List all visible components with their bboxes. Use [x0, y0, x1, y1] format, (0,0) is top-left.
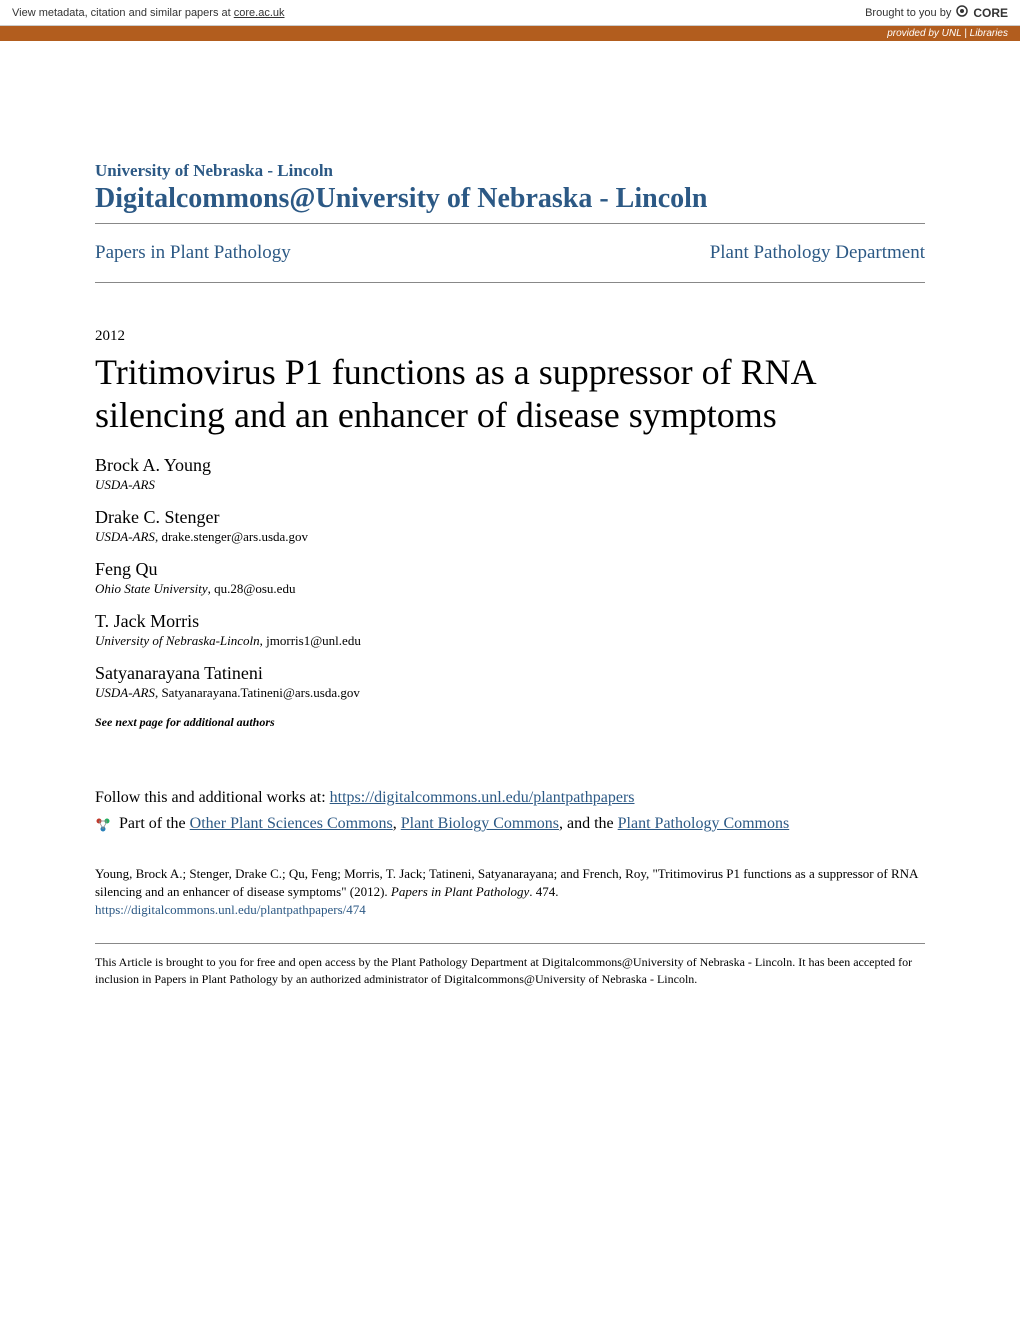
author-email: , qu.28@osu.edu — [208, 581, 296, 596]
core-icon — [955, 4, 969, 21]
divider-nav — [95, 282, 925, 283]
author-email: , jmorris1@unl.edu — [260, 633, 361, 648]
author-block: Satyanarayana Tatineni USDA-ARS, Satyana… — [95, 663, 925, 701]
follow-line: Follow this and additional works at: htt… — [95, 785, 925, 811]
institution-name: University of Nebraska - Lincoln — [95, 161, 925, 181]
citation-journal: Papers in Plant Pathology — [391, 884, 529, 899]
part-of-label: Part of the — [119, 815, 190, 832]
network-icon — [95, 816, 111, 832]
affil-text: USDA-ARS — [95, 685, 155, 700]
follow-url-link[interactable]: https://digitalcommons.unl.edu/plantpath… — [330, 789, 635, 806]
metadata-label: View metadata, citation and similar pape… — [12, 7, 234, 19]
affil-text: Ohio State University — [95, 581, 208, 596]
core-brand-area: Brought to you by CORE — [865, 4, 1008, 21]
author-affiliation: USDA-ARS, Satyanarayana.Tatineni@ars.usd… — [95, 685, 925, 701]
see-next-page: See next page for additional authors — [95, 715, 925, 730]
paper-title: Tritimovirus P1 functions as a suppresso… — [95, 351, 925, 437]
author-block: T. Jack Morris University of Nebraska-Li… — [95, 611, 925, 649]
author-name: Drake C. Stenger — [95, 507, 925, 528]
author-affiliation: Ohio State University, qu.28@osu.edu — [95, 581, 925, 597]
author-name: Feng Qu — [95, 559, 925, 580]
core-link[interactable]: core.ac.uk — [234, 7, 285, 19]
commons-link-3[interactable]: Plant Pathology Commons — [618, 815, 790, 832]
core-logo-text: CORE — [973, 6, 1008, 20]
affil-text: University of Nebraska-Lincoln — [95, 633, 260, 648]
core-banner: View metadata, citation and similar pape… — [0, 0, 1020, 26]
nav-collection-link[interactable]: Papers in Plant Pathology — [95, 242, 291, 264]
provided-by-bar: provided by UNL | Libraries — [0, 26, 1020, 41]
author-name: T. Jack Morris — [95, 611, 925, 632]
author-block: Drake C. Stenger USDA-ARS, drake.stenger… — [95, 507, 925, 545]
author-affiliation: USDA-ARS, drake.stenger@ars.usda.gov — [95, 529, 925, 545]
citation-block: Young, Brock A.; Stenger, Drake C.; Qu, … — [95, 865, 925, 920]
affil-text: USDA-ARS — [95, 529, 155, 544]
author-block: Brock A. Young USDA-ARS — [95, 455, 925, 493]
author-email: , Satyanarayana.Tatineni@ars.usda.gov — [155, 685, 360, 700]
footer-divider — [95, 943, 925, 944]
author-affiliation: USDA-ARS — [95, 477, 925, 493]
footer-text: This Article is brought to you for free … — [95, 954, 925, 988]
page-content: University of Nebraska - Lincoln Digital… — [0, 41, 1020, 1028]
author-affiliation: University of Nebraska-Lincoln, jmorris1… — [95, 633, 925, 649]
provided-by-text: provided by UNL | Libraries — [887, 28, 1008, 39]
nav-row: Papers in Plant Pathology Plant Patholog… — [95, 224, 925, 282]
publication-year: 2012 — [95, 328, 925, 345]
brought-by-label: Brought to you by — [865, 7, 951, 19]
sep2: , and the — [559, 815, 618, 832]
author-name: Satyanarayana Tatineni — [95, 663, 925, 684]
core-metadata-text: View metadata, citation and similar pape… — [12, 7, 285, 19]
author-block: Feng Qu Ohio State University, qu.28@osu… — [95, 559, 925, 597]
author-name: Brock A. Young — [95, 455, 925, 476]
commons-link-2[interactable]: Plant Biology Commons — [401, 815, 559, 832]
follow-section: Follow this and additional works at: htt… — [95, 785, 925, 836]
citation-text2: . 474. — [529, 884, 558, 899]
author-email: , drake.stenger@ars.usda.gov — [155, 529, 308, 544]
sep1: , — [393, 815, 401, 832]
repository-name[interactable]: Digitalcommons@University of Nebraska - … — [95, 183, 925, 215]
part-of-line: Part of the Other Plant Sciences Commons… — [95, 811, 925, 837]
affil-text: USDA-ARS — [95, 477, 155, 492]
nav-department-link[interactable]: Plant Pathology Department — [710, 242, 925, 264]
citation-url-link[interactable]: https://digitalcommons.unl.edu/plantpath… — [95, 902, 366, 917]
commons-link-1[interactable]: Other Plant Sciences Commons — [190, 815, 393, 832]
follow-label: Follow this and additional works at: — [95, 789, 330, 806]
